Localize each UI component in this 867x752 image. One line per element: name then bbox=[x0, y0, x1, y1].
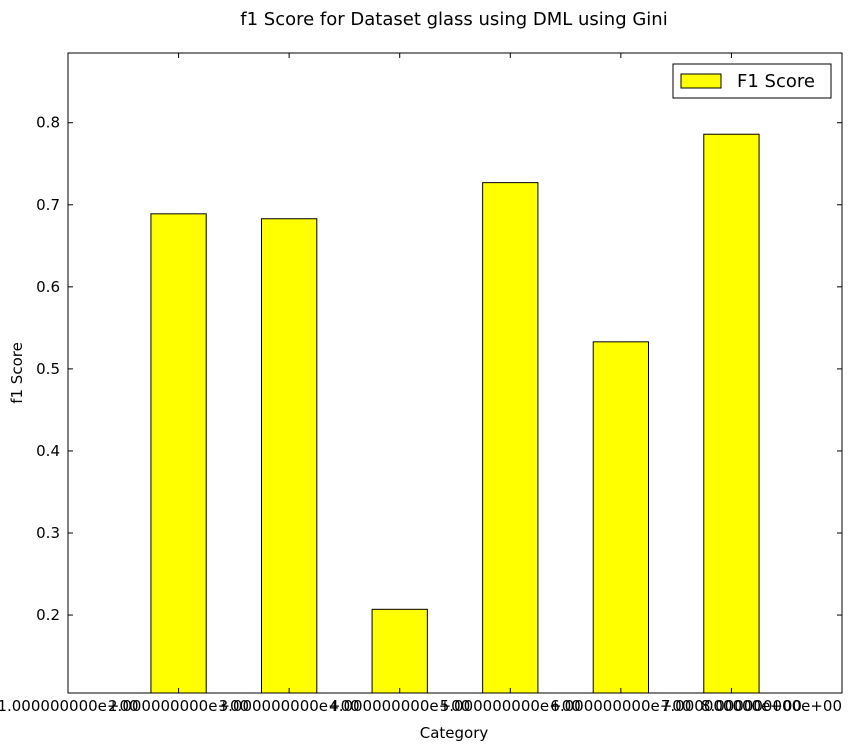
axes-frame bbox=[67, 52, 843, 694]
bar bbox=[261, 218, 318, 694]
y-tick-label: 0.5 bbox=[36, 360, 60, 378]
x-tick-label: 3.000000000e+00 bbox=[219, 697, 360, 715]
legend-label: F1 Score bbox=[737, 71, 815, 92]
x-tick-label: 6.000000000e+00 bbox=[550, 697, 691, 715]
y-tick-label: 0.3 bbox=[36, 524, 60, 542]
x-axis-label: Category bbox=[420, 724, 489, 742]
bar bbox=[703, 133, 760, 694]
y-axis-label: f1 Score bbox=[8, 342, 26, 404]
legend: F1 Score bbox=[672, 63, 832, 99]
bar bbox=[592, 341, 650, 694]
chart-title: f1 Score for Dataset glass using DML usi… bbox=[240, 9, 667, 30]
x-tick-label: 8.000000000e+00 bbox=[701, 697, 842, 715]
bar bbox=[150, 213, 207, 694]
x-tick-label: 7.000000000e+00 bbox=[661, 697, 802, 715]
y-tick-label: 0.4 bbox=[36, 442, 60, 460]
y-tick-label: 0.7 bbox=[36, 196, 60, 214]
legend-swatch bbox=[680, 73, 722, 89]
x-tick-label: 4.000000000e+00 bbox=[329, 697, 470, 715]
x-tick-label: 1.000000000e+00 bbox=[0, 697, 139, 715]
y-tick-label: 0.2 bbox=[36, 606, 60, 624]
x-tick-label: 5.000000000e+00 bbox=[440, 697, 581, 715]
bar bbox=[482, 182, 539, 694]
x-tick-label: 2.000000000e+00 bbox=[108, 697, 249, 715]
y-tick-label: 0.8 bbox=[36, 114, 60, 132]
y-tick-label: 0.6 bbox=[36, 278, 60, 296]
plot-area: 0.2 0.3 0.4 0.5 0.6 0.7 0.8 1.000000000e+002.00… bbox=[0, 52, 843, 715]
bar bbox=[371, 608, 428, 694]
